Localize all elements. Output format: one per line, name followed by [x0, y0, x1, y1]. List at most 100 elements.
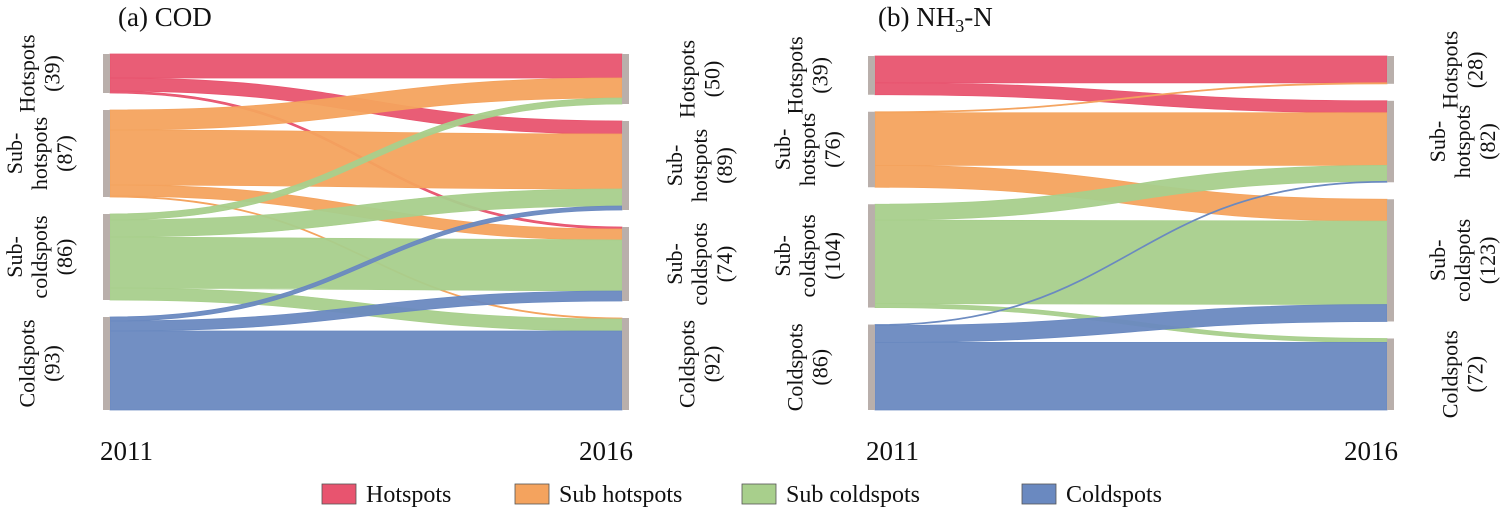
- flow-sub-coldspots-to-sub-coldspots: [874, 219, 1388, 305]
- target-node-label-line: (89): [712, 147, 737, 184]
- source-node-label-sub-hotspots: Sub-hotspots(87): [2, 117, 77, 190]
- target-node-bar-sub-coldspots: [1387, 199, 1394, 322]
- flow-coldspots-to-sub-hotspots: [874, 180, 1388, 326]
- source-node-label-line: Sub-: [770, 129, 795, 171]
- target-node-label-sub-hotspots: Sub-hotspots(82): [1425, 105, 1500, 178]
- target-node-label-line: Sub-: [662, 145, 687, 187]
- target-node-label-sub-hotspots: Sub-hotspots(89): [662, 129, 737, 202]
- source-node-bar-coldspots: [868, 324, 875, 410]
- flow-coldspots-to-sub-coldspots: [874, 304, 1388, 343]
- target-node-label-line: (72): [1463, 356, 1488, 393]
- target-node-bar-sub-hotspots: [622, 121, 629, 210]
- target-node-bar-hotspots: [622, 54, 629, 104]
- flows-b: [874, 55, 1388, 411]
- panel-title-subscript: 3: [955, 16, 964, 36]
- nodes-a: [103, 54, 629, 410]
- source-node-label-line: (39): [40, 55, 65, 92]
- target-node-bar-sub-hotspots: [1387, 100, 1394, 183]
- source-node-label-sub-coldspots: Sub-coldspots(86): [2, 215, 77, 298]
- flow-coldspots-to-coldspots: [874, 342, 1388, 411]
- source-node-bar-sub-coldspots: [103, 214, 110, 300]
- panel-title-main: (b) NH: [878, 2, 955, 32]
- target-node-label-coldspots: Coldspots(72): [1438, 330, 1488, 418]
- target-node-label-coldspots: Coldspots(92): [675, 320, 725, 408]
- source-node-label-line: (87): [52, 135, 77, 172]
- source-node-label-hotspots: Hotspots(39): [783, 36, 833, 114]
- source-node-bar-sub-hotspots: [103, 110, 110, 197]
- target-node-label-line: coldspots: [1450, 219, 1475, 302]
- source-year-label: 2011: [100, 436, 153, 466]
- target-year-label: 2016: [1344, 436, 1398, 466]
- target-node-label-line: Sub-: [1425, 240, 1450, 282]
- legend-label-sub-coldspots: Sub coldspots: [786, 482, 920, 508]
- source-node-label-line: coldspots: [795, 214, 820, 297]
- target-node-label-line: Hotspots: [675, 40, 700, 118]
- source-node-label-sub-coldspots: Sub-coldspots(104): [770, 214, 845, 297]
- source-node-label-line: Coldspots: [783, 323, 808, 411]
- source-node-label-line: Coldspots: [15, 319, 40, 407]
- panel-b: Hotspots(39)Sub-hotspots(76)Sub-coldspot…: [770, 2, 1500, 466]
- target-node-label-line: (74): [712, 246, 737, 283]
- target-node-label-line: Hotspots: [1438, 31, 1463, 109]
- source-node-label-line: (86): [52, 239, 77, 276]
- legend-label-sub-hotspots: Sub hotspots: [559, 482, 682, 508]
- target-node-label-sub-coldspots: Sub-coldspots(123): [1425, 219, 1500, 302]
- target-node-label-line: Sub-: [1425, 121, 1450, 163]
- flows-a: [109, 53, 623, 411]
- target-node-label-line: (50): [700, 61, 725, 98]
- legend-swatch-sub-hotspots: [514, 483, 550, 505]
- source-node-label-line: (39): [808, 57, 833, 94]
- source-node-label-hotspots: Hotspots(39): [15, 34, 65, 112]
- source-node-label-line: Hotspots: [783, 36, 808, 114]
- source-node-label-line: Sub-: [770, 235, 795, 277]
- source-node-label-line: Hotspots: [15, 34, 40, 112]
- source-node-bar-coldspots: [103, 317, 110, 410]
- target-node-label-line: Coldspots: [675, 320, 700, 408]
- legend-label-hotspots: Hotspots: [366, 482, 451, 508]
- flow-hotspots-to-hotspots: [874, 55, 1388, 84]
- legend-swatch-coldspots: [1021, 483, 1057, 505]
- legend-swatch-hotspots: [321, 483, 357, 505]
- source-node-label-line: (86): [808, 349, 833, 386]
- target-node-bar-coldspots: [1387, 338, 1394, 410]
- source-node-bar-sub-hotspots: [868, 111, 875, 188]
- source-node-label-line: coldspots: [27, 215, 52, 298]
- target-year-label: 2016: [579, 436, 633, 466]
- source-year-label: 2011: [866, 436, 919, 466]
- legend-label-coldspots: Coldspots: [1066, 482, 1162, 508]
- source-node-label-line: Sub-: [2, 133, 27, 175]
- source-node-label-coldspots: Coldspots(86): [783, 323, 833, 411]
- source-node-label-line: hotspots: [795, 113, 820, 186]
- source-node-label-line: Sub-: [2, 236, 27, 278]
- target-node-label-line: coldspots: [687, 222, 712, 305]
- legend-swatch-sub-coldspots: [741, 483, 777, 505]
- flow-hotspots-to-hotspots: [109, 53, 623, 79]
- panel-a: Hotspots(39)Sub-hotspots(87)Sub-coldspot…: [2, 2, 737, 466]
- source-node-label-line: hotspots: [27, 117, 52, 190]
- source-node-bar-hotspots: [103, 54, 110, 93]
- legend: Hotspots Sub hotspots Sub coldspots Coldspo…: [321, 482, 1162, 508]
- target-node-bar-hotspots: [1387, 56, 1394, 84]
- target-node-bar-coldspots: [622, 318, 629, 410]
- panel-title-suffix: -N: [964, 2, 993, 32]
- target-node-label-line: (28): [1463, 52, 1488, 89]
- target-node-label-line: Sub-: [662, 243, 687, 285]
- source-node-label-line: (76): [820, 131, 845, 168]
- source-node-label-sub-hotspots: Sub-hotspots(76): [770, 113, 845, 186]
- target-node-label-line: hotspots: [687, 129, 712, 202]
- source-node-bar-sub-coldspots: [868, 204, 875, 308]
- panel-title: (a) COD: [118, 2, 212, 32]
- target-node-label-line: hotspots: [1450, 105, 1475, 178]
- target-node-label-hotspots: Hotspots(50): [675, 40, 725, 118]
- target-node-label-line: Coldspots: [1438, 330, 1463, 418]
- target-node-label-line: (123): [1475, 237, 1500, 285]
- source-node-label-line: (93): [40, 345, 65, 382]
- target-node-label-hotspots: Hotspots(28): [1438, 31, 1488, 109]
- target-node-label-line: (92): [700, 346, 725, 383]
- flow-sub-hotspots-to-hotspots: [874, 82, 1388, 114]
- source-node-label-line: (104): [820, 232, 845, 280]
- panel-title: (b) NH3-N: [878, 2, 993, 36]
- flow-coldspots-to-coldspots: [109, 330, 623, 411]
- source-node-label-coldspots: Coldspots(93): [15, 319, 65, 407]
